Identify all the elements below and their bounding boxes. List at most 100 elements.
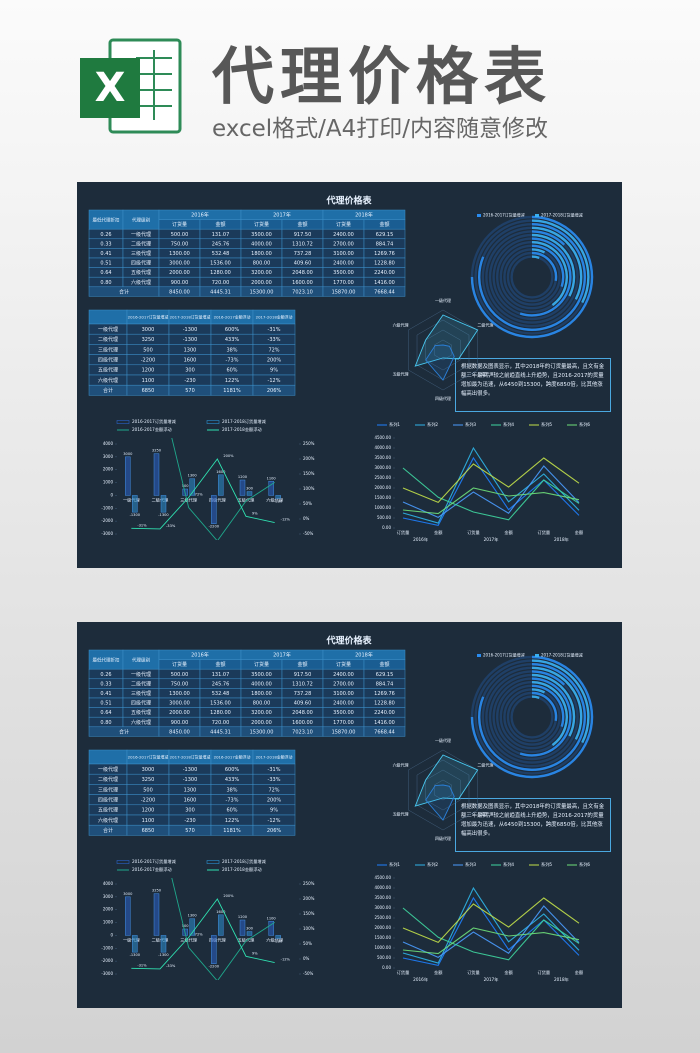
table-cell-text: 3500.00 <box>251 232 272 238</box>
table-cell-text: 131.07 <box>212 672 230 678</box>
table-cell-text: 2000.00 <box>251 720 272 726</box>
ring-arc <box>470 215 594 339</box>
radar-label: 四级代理 <box>435 395 451 401</box>
y2-tick-label: 250% <box>303 881 315 886</box>
bar <box>218 474 224 496</box>
line-series <box>402 927 580 955</box>
radar-series <box>425 344 455 381</box>
legend-label: 2017-2018订货量增减 <box>541 212 583 218</box>
x-group-label: 2018年 <box>554 976 569 983</box>
y-tick-label: 1000 <box>103 480 114 485</box>
radar-label: 一级代理 <box>435 737 451 743</box>
table-cell-text: 900.00 <box>171 720 189 726</box>
bar <box>239 479 246 496</box>
table-total-value: 15870.00 <box>332 289 356 295</box>
table-cell-text: 1800.00 <box>251 251 272 257</box>
radar-label: 二级代理 <box>477 762 493 768</box>
table-total-value: 15300.00 <box>250 289 274 295</box>
line-label: 9% <box>252 951 258 955</box>
table-cell-text: 917.50 <box>294 672 312 678</box>
table-header: 2017-2018订货量增减 <box>170 314 211 319</box>
bar-label: 3000 <box>123 452 133 456</box>
table-cell-text: 三级代理 <box>131 690 151 697</box>
table-cell-text: 433% <box>225 777 240 783</box>
table-header: 2016-2017订货量增减 <box>128 754 169 759</box>
ring-arc <box>531 219 590 304</box>
table-cell <box>363 286 406 297</box>
table-total-value: 8450.00 <box>169 289 190 295</box>
bar-label: 1600 <box>216 910 226 914</box>
table-cell-text: 0.33 <box>100 241 111 247</box>
table-header: 2016-2017金额浮动 <box>214 754 251 759</box>
legend-label: 2016-2017订货量增减 <box>132 858 177 865</box>
table-cell-text: 2400.00 <box>333 232 354 238</box>
table-cell-text: 2240.00 <box>374 270 395 276</box>
table-cell-text: 五级代理 <box>131 269 151 276</box>
table-cell-text: 1269.76 <box>374 251 395 257</box>
table-cell-text: 60% <box>226 368 237 374</box>
table-cell-text: 500 <box>143 347 153 353</box>
y-tick-label: -2000 <box>101 958 113 963</box>
legend-label: 系列6 <box>579 861 590 868</box>
bar-label: -230 <box>274 499 283 503</box>
table-cell-text: 750.00 <box>171 241 189 247</box>
table-cell-text: 122% <box>225 378 240 384</box>
line-label: -33% <box>166 964 176 968</box>
icon-badge <box>80 58 140 118</box>
table-header: 代理级别 <box>132 656 150 663</box>
bar <box>153 453 160 496</box>
bar-label: -2200 <box>209 965 220 969</box>
legend-label: 2017-2018订货量增减 <box>541 652 583 658</box>
legend-label: 系列3 <box>465 861 476 868</box>
ring-arc <box>531 681 568 747</box>
y-tick-label: 500.00 <box>377 515 391 520</box>
table-header: 2017-2018金额浮动 <box>256 314 293 319</box>
line-label: -33% <box>166 524 176 528</box>
page-title: 代理价格表 <box>212 40 553 113</box>
table-cell-text: 二级代理 <box>98 336 118 343</box>
table-cell-text: 200% <box>267 798 282 804</box>
legend-label: 系列4 <box>503 861 514 868</box>
legend-label: 2016-2017订货量增减 <box>132 418 177 425</box>
table-cell-text: 2400.00 <box>333 261 354 267</box>
y2-tick-label: 250% <box>303 441 315 446</box>
table-cell-text: 737.28 <box>294 691 312 697</box>
legend-label: 2017-2018订货量增减 <box>222 418 267 425</box>
table-cell-text: 0.64 <box>100 710 111 716</box>
table-header: 2016-2017金额浮动 <box>214 314 251 319</box>
table-cell-text: 500 <box>143 787 153 793</box>
table-cell-text: 三级代理 <box>131 250 151 257</box>
bar-label: 1100 <box>267 916 277 920</box>
bar <box>132 935 138 953</box>
x-tick-label: 五级代理 <box>238 496 256 503</box>
table-total-value: 7023.10 <box>292 289 313 295</box>
radar-label: 四级代理 <box>435 835 451 841</box>
table-cell-text: 2000.00 <box>169 270 190 276</box>
table-total-value: 4445.31 <box>210 729 231 735</box>
table-cell-text: 4000.00 <box>251 241 272 247</box>
table-cell-text: 3100.00 <box>333 251 354 257</box>
table-cell-text: 1600.00 <box>292 720 313 726</box>
bar-label: 300 <box>246 487 254 491</box>
table-cell-text: 1181% <box>223 388 241 394</box>
line-series <box>402 907 580 961</box>
bar <box>132 495 138 513</box>
table-cell-text: -31% <box>268 327 281 333</box>
table-cell-text: 2700.00 <box>333 241 354 247</box>
legend-swatch <box>535 214 539 217</box>
table-cell-text: 1300.00 <box>169 251 190 257</box>
table-cell-text: 1310.72 <box>292 681 313 687</box>
bar <box>246 931 253 936</box>
x-tick-label: 六级代理 <box>266 936 284 943</box>
table-cell-text: -230 <box>184 378 195 384</box>
y-tick-label: 2500.00 <box>374 475 391 480</box>
y-tick-label: -3000 <box>101 971 113 976</box>
table-total-value: 7023.10 <box>292 729 313 735</box>
line-series <box>402 897 580 944</box>
table-cell-text: 一级代理 <box>131 671 151 678</box>
table-header: 最低代理折扣 <box>93 216 120 223</box>
table-cell-text: 1300 <box>184 347 197 353</box>
table-cell <box>252 384 296 396</box>
bar-label: -1300 <box>158 513 169 517</box>
table-header: 订货量 <box>254 661 269 668</box>
